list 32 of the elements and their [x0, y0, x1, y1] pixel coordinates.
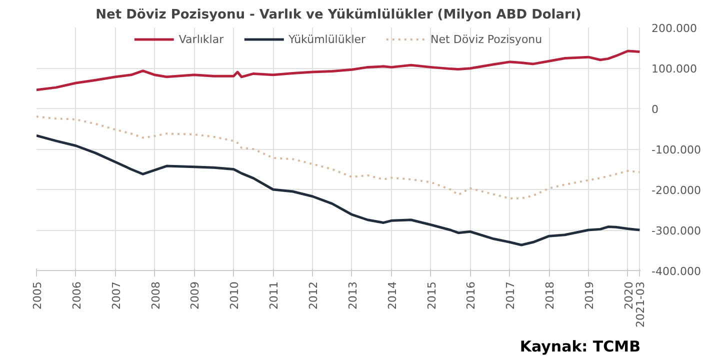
- y-tick-label: -100.000: [652, 144, 701, 156]
- line-series: [36, 50, 640, 92]
- x-tick-label: 2017: [504, 281, 518, 310]
- x-tick-label: 2011: [268, 281, 281, 310]
- legend-label: Yükümlülükler: [288, 32, 366, 46]
- x-tick-label: 2007: [110, 281, 123, 310]
- text: Kaynak: TCMB: [520, 338, 641, 356]
- y-tick-label: -400.000: [652, 265, 701, 278]
- x-tick-label: 2009: [188, 281, 202, 310]
- legend-label: Net Döviz Pozisyonu: [430, 32, 542, 46]
- x-tick-label: 2006: [70, 281, 84, 310]
- x-tick-label: 2015: [425, 281, 438, 310]
- legend-label: Varlıklar: [178, 32, 224, 46]
- y-tick-label: -200.000: [652, 184, 701, 197]
- x-tick-label: 2018: [544, 281, 557, 310]
- y-tick-label: 200.000: [652, 22, 697, 35]
- x-tick-label: 2020: [622, 281, 636, 310]
- x-tick-label: 2010: [228, 281, 242, 310]
- x-tick-label: 2016: [464, 281, 478, 310]
- x-tick-label: 2021-03: [634, 281, 648, 328]
- line-series: [36, 134, 640, 246]
- x-tick-label: 2014: [386, 281, 399, 310]
- x-tick-label: 2005: [31, 281, 44, 310]
- y-tick-label: 0: [652, 103, 658, 116]
- x-tick-label: 2008: [149, 281, 162, 310]
- y-tick-label: -300.000: [652, 224, 701, 238]
- x-tick-label: 2019: [582, 281, 596, 310]
- x-tick-label: 2012: [306, 281, 320, 310]
- x-tick-label: 2013: [346, 281, 360, 310]
- line-series: [36, 116, 640, 200]
- y-tick-label: 100.000: [652, 62, 697, 76]
- chart-title: Net Döviz Pozisyonu - Varlık ve Yükümlülükler (Milyon ABD Doları): [96, 8, 582, 22]
